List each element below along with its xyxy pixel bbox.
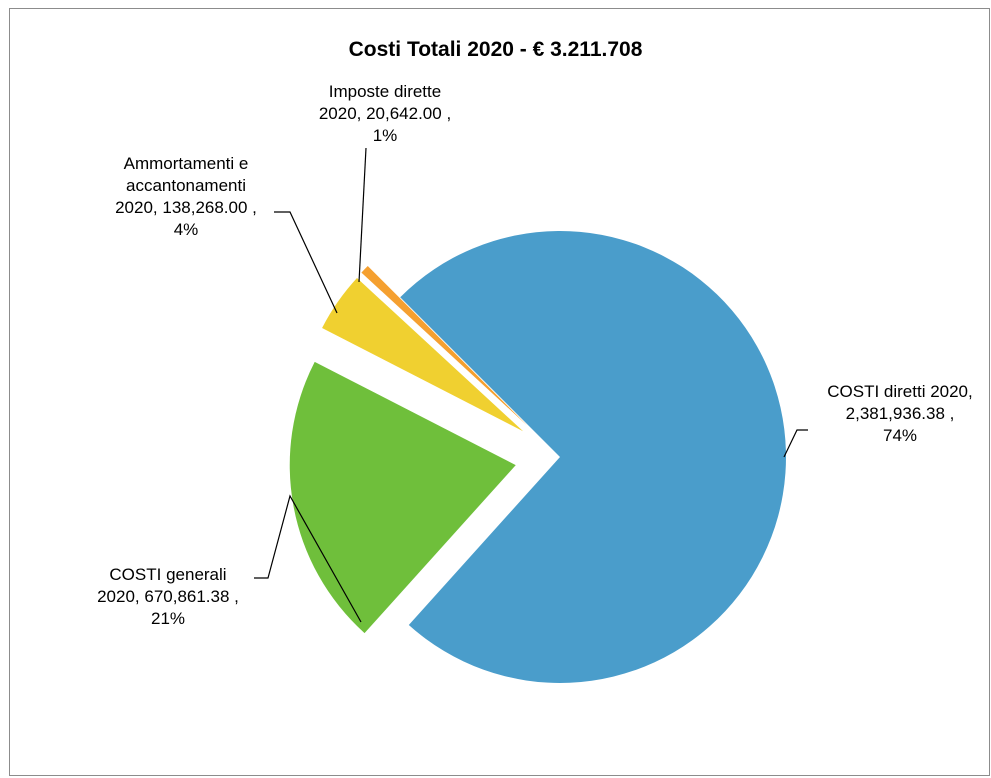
leader-line-1 [783,429,808,458]
data-label-3-line-4: 4% [174,220,199,239]
pie-slice-3 [322,278,524,432]
leader-line-4 [358,147,367,283]
data-label-4-line-1: Imposte dirette [329,82,441,101]
data-label-1-line-3: 74% [883,426,917,445]
data-label-3-line-1: Ammortamenti e [124,154,249,173]
pie-slice-1 [400,231,786,684]
data-label-3-line-2: accantonamenti [126,176,246,195]
data-label-4-line-2: 2020, 20,642.00 , [319,104,451,123]
data-label-1-line-2: 2,381,936.38 , [846,404,955,423]
pie-slice-2 [289,361,516,634]
chart-title: Costi Totali 2020 - € 3.211.708 [348,38,643,61]
leader-line-3 [274,211,338,314]
data-label-2-line-2: 2020, 670,861.38 , [97,587,239,606]
data-label-2-line-1: COSTI generali [109,565,226,584]
data-label-4-line-3: 1% [373,126,398,145]
data-label-2-line-3: 21% [151,609,185,628]
data-label-1-line-1: COSTI diretti 2020, [827,382,973,401]
data-label-3-line-3: 2020, 138,268.00 , [115,198,257,217]
pie-slice-4 [361,266,528,426]
leader-line-2 [254,494,362,623]
